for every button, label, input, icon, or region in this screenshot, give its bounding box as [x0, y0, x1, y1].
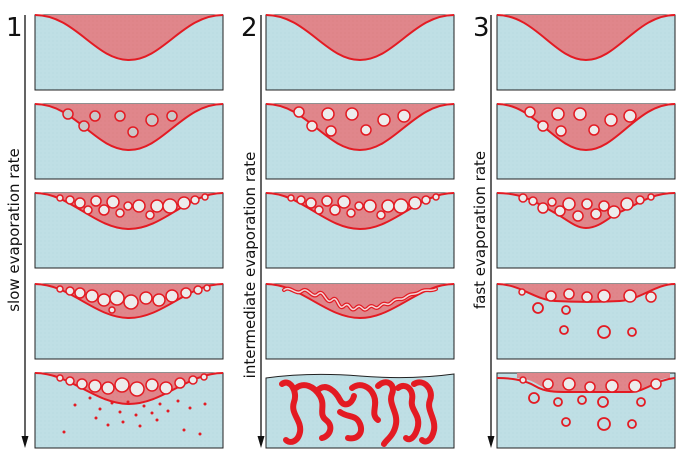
column-2-panel-1: [265, 14, 455, 91]
column-1-panel-2: [34, 103, 224, 180]
column-3-panel-5: [496, 372, 676, 449]
column-2-axis-label: intermediate evaporation rate: [241, 152, 259, 379]
column-2: 2 intermediate evaporation rate: [241, 13, 455, 449]
column-3-panel-1: [496, 14, 676, 91]
column-3-panel-2: [496, 103, 676, 180]
column-1-panel-5: [34, 372, 224, 449]
column-1-axis-arrow: [21, 436, 29, 448]
column-1-panel-3: [34, 192, 224, 269]
column-1-panel-1: [34, 14, 224, 91]
column-1-panel-4: [34, 283, 224, 360]
column-1-axis-label: slow evaporation rate: [5, 148, 23, 312]
column-3: 3 fast evaporation rate: [471, 13, 676, 449]
column-1: 1 slow evaporation rate: [5, 13, 224, 449]
column-2-panel-4: [265, 283, 455, 360]
column-3-axis-label: fast evaporation rate: [471, 151, 489, 309]
column-2-axis-arrow: [257, 436, 265, 448]
column-3-number: 3: [473, 13, 490, 43]
column-2-number: 2: [241, 13, 258, 43]
column-3-axis-arrow: [487, 436, 495, 448]
column-3-panel-4: [496, 283, 676, 360]
column-2-panel-5: [265, 373, 455, 449]
column-2-panel-2: [265, 103, 455, 180]
column-3-panel-3: [496, 192, 676, 269]
polymer-strands: [279, 379, 438, 447]
column-1-number: 1: [6, 13, 23, 43]
column-2-panel-3: [265, 192, 455, 269]
